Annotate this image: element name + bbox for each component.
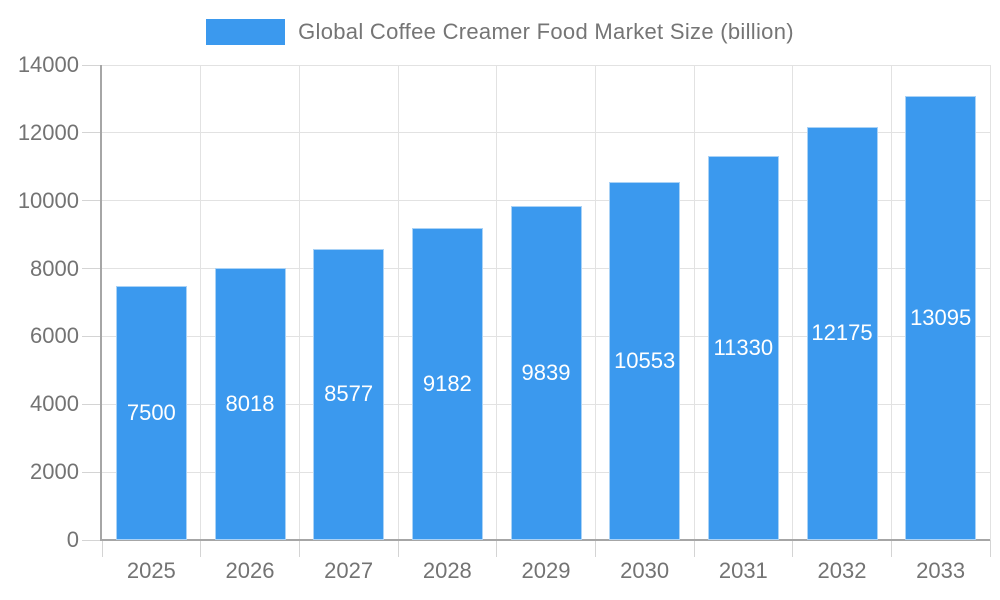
bar: 10553 <box>609 181 681 540</box>
bar-value-label: 8577 <box>324 381 374 407</box>
bar-value-label: 13095 <box>910 304 972 330</box>
bar: 9182 <box>411 228 483 540</box>
gridline-horizontal <box>102 132 990 134</box>
y-axis-tick <box>82 539 102 541</box>
bar-value-label: 7500 <box>126 399 176 425</box>
gridline-horizontal <box>102 64 990 66</box>
gridline-vertical <box>397 65 399 540</box>
y-axis-label: 6000 <box>30 323 79 349</box>
gridline-vertical <box>496 65 498 540</box>
x-axis-label: 2030 <box>620 558 670 583</box>
y-axis-label: 8000 <box>30 255 79 281</box>
legend-item[interactable]: Global Coffee Creamer Food Market Size (… <box>0 19 1000 45</box>
x-axis-tick <box>397 540 399 557</box>
y-axis-tick <box>82 200 102 202</box>
bar: 7500 <box>115 285 187 540</box>
x-axis-tick <box>792 540 794 557</box>
x-axis-tick <box>594 540 596 557</box>
y-axis-tick <box>82 64 102 66</box>
y-axis-tick <box>82 471 102 473</box>
x-axis-label: 2025 <box>126 558 176 583</box>
x-axis-line <box>100 539 990 541</box>
x-axis-label: 2032 <box>817 558 867 583</box>
bar-value-label: 8018 <box>225 390 275 416</box>
x-axis-label: 2029 <box>521 558 571 583</box>
y-axis-label: 12000 <box>17 119 79 145</box>
y-axis-tick <box>82 335 102 337</box>
gridline-vertical <box>594 65 596 540</box>
bar: 11330 <box>707 155 779 540</box>
y-axis-tick <box>82 132 102 134</box>
x-axis-tick <box>101 540 103 557</box>
x-axis-tick <box>298 540 300 557</box>
gridline-horizontal <box>102 200 990 202</box>
bar-value-label: 9839 <box>521 360 571 386</box>
bar-value-label: 12175 <box>811 320 873 346</box>
x-axis-tick <box>200 540 202 557</box>
y-axis-label: 14000 <box>17 52 79 77</box>
y-axis-line <box>100 65 102 540</box>
gridline-vertical <box>693 65 695 540</box>
bar: 8018 <box>214 267 286 540</box>
x-axis-tick <box>496 540 498 557</box>
legend-swatch[interactable] <box>206 19 286 45</box>
bar-value-label: 10553 <box>614 347 676 373</box>
bar-value-label: 9182 <box>422 371 472 397</box>
x-axis-label: 2026 <box>225 558 275 583</box>
bar: 13095 <box>905 95 977 540</box>
legend-label[interactable]: Global Coffee Creamer Food Market Size (… <box>298 19 794 44</box>
gridline-vertical <box>200 65 202 540</box>
x-axis-label: 2027 <box>324 558 374 583</box>
bar-value-label: 11330 <box>713 334 774 360</box>
y-axis-label: 10000 <box>17 187 79 213</box>
gridline-vertical <box>792 65 794 540</box>
y-axis-tick <box>82 268 102 270</box>
y-axis-label: 4000 <box>30 391 79 417</box>
x-axis-label: 2031 <box>718 558 768 583</box>
bar: 12175 <box>806 126 878 540</box>
bar: 9839 <box>510 206 582 540</box>
x-axis-label: 2028 <box>422 558 472 583</box>
gridline-vertical <box>989 65 991 540</box>
y-axis-tick <box>82 403 102 405</box>
x-axis-tick <box>693 540 695 557</box>
y-axis-label: 0 <box>66 527 79 552</box>
gridline-vertical <box>298 65 300 540</box>
x-axis-tick <box>890 540 892 557</box>
gridline-vertical <box>890 65 892 540</box>
x-axis-label: 2033 <box>916 558 966 583</box>
y-axis-label: 2000 <box>30 459 79 485</box>
bar: 8577 <box>313 248 385 540</box>
x-axis-tick <box>989 540 991 557</box>
